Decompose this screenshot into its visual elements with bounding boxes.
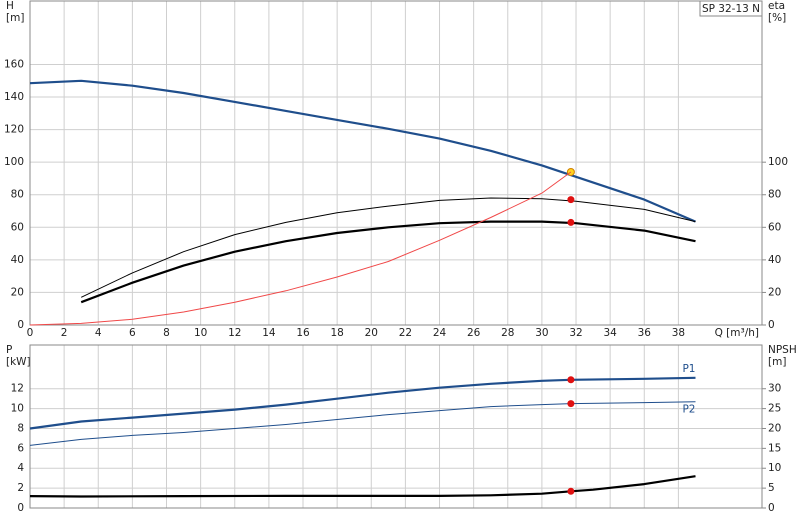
curve <box>29 376 696 430</box>
y-tick-label: 140 <box>4 91 24 103</box>
operating-point <box>567 218 575 226</box>
y2-tick-label: 0 <box>768 502 775 514</box>
x-tick-label: 4 <box>95 327 102 339</box>
title-box <box>699 0 763 17</box>
curve <box>29 171 572 326</box>
x-tick-label: 20 <box>365 327 378 339</box>
series-label: P1 <box>682 363 695 375</box>
chart-title: SP 32-13 N <box>702 3 760 15</box>
y2-tick-label: 60 <box>768 221 781 233</box>
y2-tick-label: 100 <box>768 156 788 168</box>
y-tick-label: 10 <box>11 403 24 415</box>
x-tick-label: 10 <box>194 327 207 339</box>
y2-tick-label: 15 <box>768 442 781 454</box>
y-axis-label: H <box>6 0 14 12</box>
plot-area: 0 2 4 6 8 10 12 0 5 10 15 20 25 30 P[kW] NPSH[m] P1 P2 <box>6 344 797 514</box>
y-tick-label: 80 <box>11 189 24 201</box>
x-tick-label: 26 <box>467 327 481 339</box>
x-tick-label: 30 <box>535 327 548 339</box>
x-tick-label: 12 <box>228 327 241 339</box>
y2-axis-label: [m] <box>768 356 786 368</box>
curve <box>80 220 696 304</box>
y-tick-label: 20 <box>11 286 24 298</box>
y-tick-label: 4 <box>17 462 24 474</box>
y-tick-label: 2 <box>17 482 24 494</box>
y-axis-label: [m] <box>6 12 24 24</box>
y2-tick-label: 80 <box>768 189 781 201</box>
x-tick-label: 18 <box>330 327 343 339</box>
y2-tick-label: 0 <box>768 319 775 331</box>
curve <box>29 475 696 498</box>
y-axis-label: P <box>6 344 12 356</box>
y2-tick-label: 30 <box>768 383 781 395</box>
y2-tick-label: 20 <box>768 422 781 434</box>
x-tick-label: 34 <box>603 327 617 339</box>
y2-tick-label: 10 <box>768 462 781 474</box>
x-tick-label: 22 <box>399 327 412 339</box>
x-tick-label: 2 <box>61 327 68 339</box>
x-tick-label: 0 <box>27 327 34 339</box>
x-tick-label: 8 <box>163 327 170 339</box>
y-tick-label: 100 <box>4 156 24 168</box>
y2-axis-label: eta <box>768 0 785 12</box>
x-tick-label: 14 <box>262 327 276 339</box>
y2-tick-label: 20 <box>768 286 781 298</box>
y-tick-label: 12 <box>11 383 24 395</box>
y2-tick-label: 40 <box>768 254 781 266</box>
curve <box>29 401 696 446</box>
y-tick-label: 0 <box>17 319 24 331</box>
x-tick-label: 36 <box>638 327 652 339</box>
y-tick-label: 8 <box>17 422 24 434</box>
y-tick-label: 60 <box>11 221 24 233</box>
x-tick-label: 6 <box>129 327 136 339</box>
y-tick-label: 0 <box>17 502 24 514</box>
operating-point <box>567 400 575 408</box>
y-tick-label: 160 <box>4 58 24 70</box>
y-tick-label: 120 <box>4 124 24 136</box>
operating-point <box>566 167 575 176</box>
curve <box>29 79 696 223</box>
series-label: P2 <box>682 404 695 416</box>
x-tick-label: 38 <box>672 327 685 339</box>
y2-axis-label: [%] <box>768 12 786 24</box>
y-axis-label: [kW] <box>6 356 31 368</box>
operating-point <box>567 196 575 204</box>
y-tick-label: 40 <box>11 254 24 266</box>
x-tick-label: 16 <box>296 327 310 339</box>
plot-frame <box>29 344 763 509</box>
x-tick-label: 28 <box>501 327 514 339</box>
x-axis-label: Q [m³/h] <box>715 327 759 339</box>
operating-point <box>567 487 575 495</box>
y2-tick-label: 25 <box>768 403 781 415</box>
curve <box>80 197 696 298</box>
plot-frame <box>29 0 763 326</box>
operating-point <box>567 376 575 384</box>
y-tick-label: 6 <box>17 442 24 454</box>
x-tick-label: 24 <box>433 327 447 339</box>
y2-axis-label: NPSH <box>768 344 797 356</box>
y2-tick-label: 5 <box>768 482 775 494</box>
x-tick-label: 32 <box>569 327 582 339</box>
